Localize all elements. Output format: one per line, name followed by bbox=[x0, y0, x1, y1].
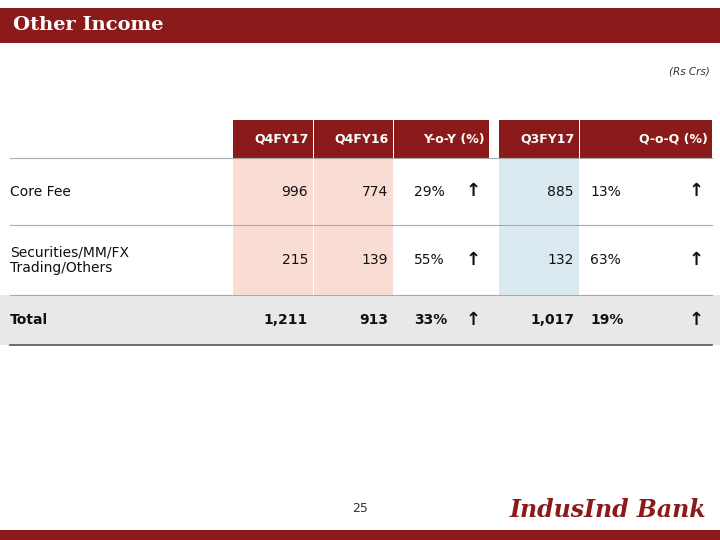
Text: Securities/MM/FX: Securities/MM/FX bbox=[10, 245, 129, 259]
FancyBboxPatch shape bbox=[394, 120, 489, 158]
Text: 885: 885 bbox=[547, 185, 574, 199]
Text: 63%: 63% bbox=[590, 253, 621, 267]
Text: 215: 215 bbox=[282, 253, 308, 267]
FancyBboxPatch shape bbox=[314, 225, 393, 295]
Text: Other Income: Other Income bbox=[13, 17, 163, 35]
Text: 132: 132 bbox=[548, 253, 574, 267]
Text: 996: 996 bbox=[282, 185, 308, 199]
Text: 25: 25 bbox=[352, 502, 368, 515]
Text: (Rs Crs): (Rs Crs) bbox=[670, 67, 710, 77]
Text: 1,211: 1,211 bbox=[264, 313, 308, 327]
FancyBboxPatch shape bbox=[233, 158, 313, 225]
FancyBboxPatch shape bbox=[233, 295, 313, 345]
Text: Total: Total bbox=[10, 313, 48, 327]
Text: ↑: ↑ bbox=[465, 183, 480, 200]
Text: Q4FY16: Q4FY16 bbox=[335, 132, 389, 145]
FancyBboxPatch shape bbox=[499, 295, 579, 345]
FancyBboxPatch shape bbox=[0, 530, 720, 540]
Text: Q-o-Q (%): Q-o-Q (%) bbox=[639, 132, 708, 145]
Text: 774: 774 bbox=[361, 185, 388, 199]
FancyBboxPatch shape bbox=[314, 295, 393, 345]
Text: ↑: ↑ bbox=[688, 183, 703, 200]
Text: 913: 913 bbox=[359, 313, 388, 327]
FancyBboxPatch shape bbox=[233, 225, 313, 295]
Text: Q3FY17: Q3FY17 bbox=[521, 132, 575, 145]
Text: 139: 139 bbox=[361, 253, 388, 267]
FancyBboxPatch shape bbox=[580, 120, 712, 158]
Text: Y-o-Y (%): Y-o-Y (%) bbox=[423, 132, 485, 145]
FancyBboxPatch shape bbox=[314, 158, 393, 225]
Text: Trading/Others: Trading/Others bbox=[10, 261, 112, 275]
Text: ↑: ↑ bbox=[465, 251, 480, 269]
FancyBboxPatch shape bbox=[233, 120, 313, 158]
Text: 55%: 55% bbox=[414, 253, 445, 267]
Text: 13%: 13% bbox=[590, 185, 621, 199]
FancyBboxPatch shape bbox=[499, 158, 579, 225]
Text: 19%: 19% bbox=[590, 313, 624, 327]
FancyBboxPatch shape bbox=[314, 120, 393, 158]
FancyBboxPatch shape bbox=[0, 158, 720, 225]
FancyBboxPatch shape bbox=[0, 225, 720, 295]
Text: IndusInd Bank: IndusInd Bank bbox=[509, 498, 706, 522]
Text: ↑: ↑ bbox=[688, 251, 703, 269]
Text: Core Fee: Core Fee bbox=[10, 185, 71, 199]
Text: ↑: ↑ bbox=[465, 311, 480, 329]
Text: 33%: 33% bbox=[414, 313, 447, 327]
FancyBboxPatch shape bbox=[499, 120, 579, 158]
Text: 1,017: 1,017 bbox=[530, 313, 574, 327]
Text: 29%: 29% bbox=[414, 185, 445, 199]
Text: Q4FY17: Q4FY17 bbox=[255, 132, 309, 145]
FancyBboxPatch shape bbox=[0, 8, 720, 43]
FancyBboxPatch shape bbox=[499, 225, 579, 295]
Text: ↑: ↑ bbox=[688, 311, 703, 329]
FancyBboxPatch shape bbox=[0, 295, 720, 345]
